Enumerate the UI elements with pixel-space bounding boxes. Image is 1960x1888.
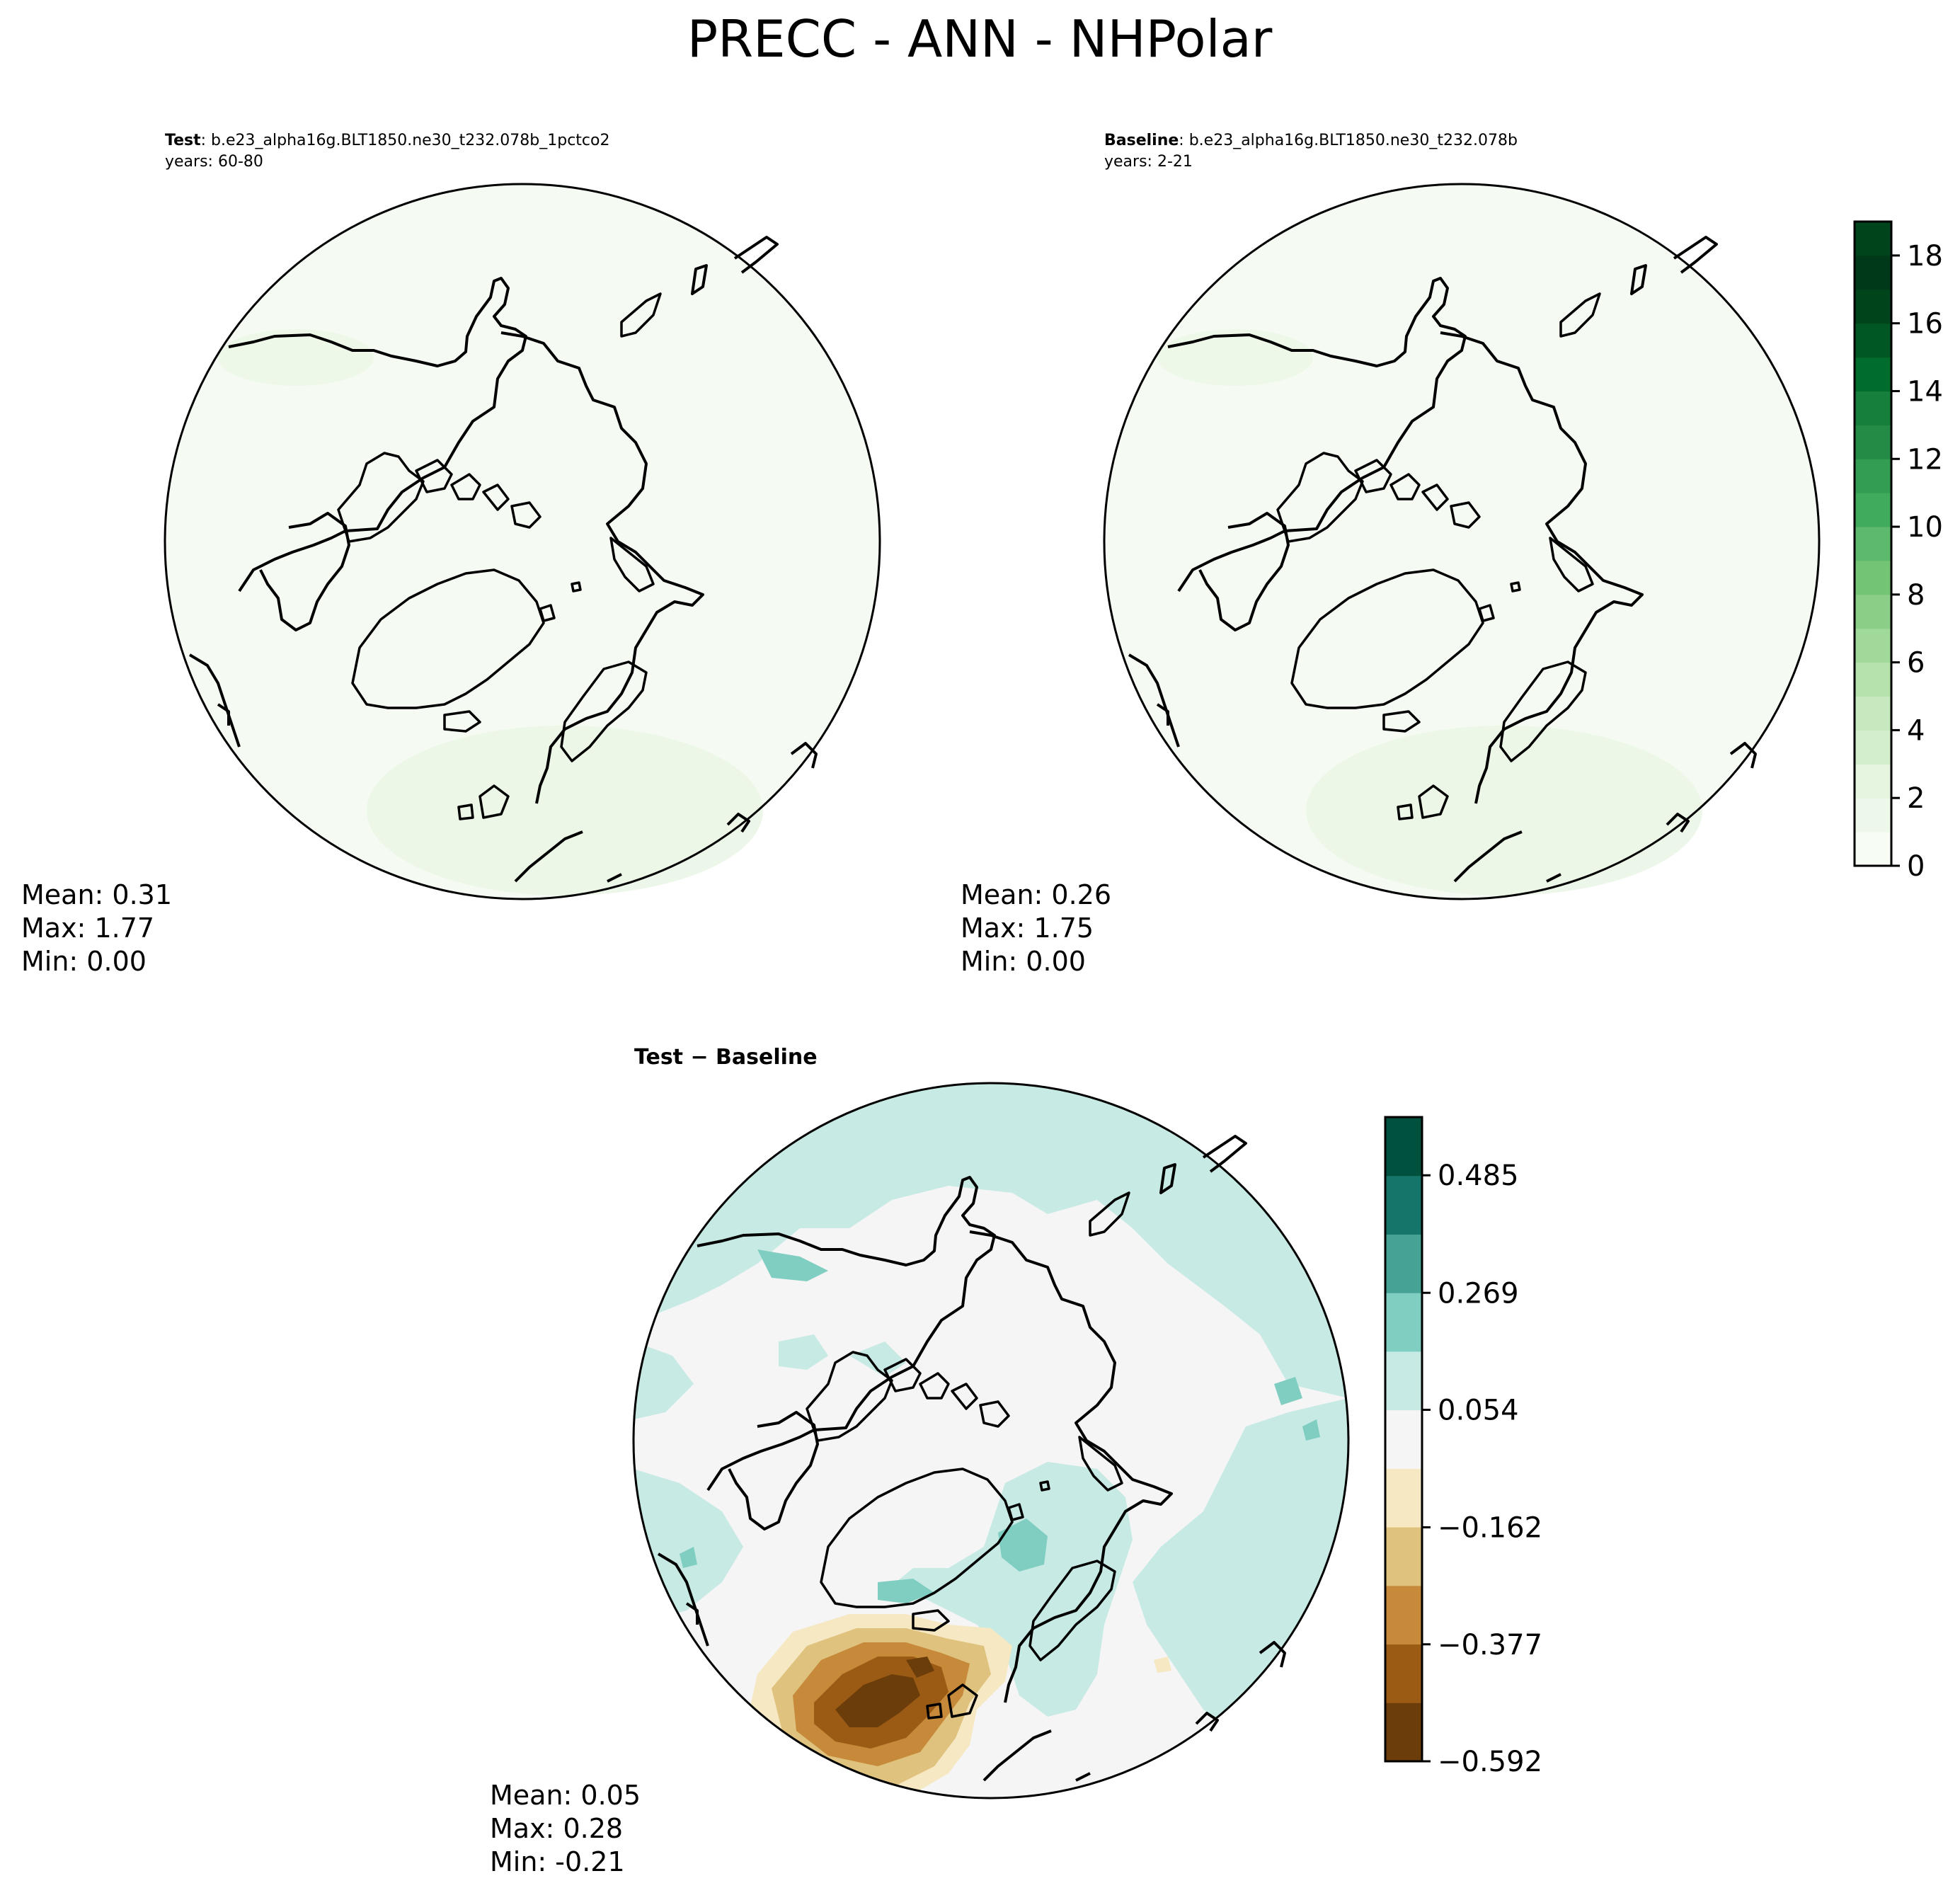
stats-baseline-min: Min: 0.00 — [961, 946, 1086, 977]
cbar-greens-tick-label: 18 — [1907, 240, 1943, 273]
panel-baseline-label: Baseline: b.e23_alpha16g.BLT1850.ne30_t2… — [1104, 132, 1518, 149]
map-diff-boundary — [632, 1082, 1350, 1800]
cbar-greens-segment — [1855, 696, 1891, 731]
map-baseline — [1103, 183, 1821, 900]
stats-diff: Mean: 0.05 Max: 0.28 Min: -0.21 — [490, 1780, 641, 1877]
cbar-greens-segment — [1855, 222, 1891, 256]
panel-baseline-label-bold: Baseline — [1104, 132, 1179, 149]
cbar-brbg-segment — [1385, 1585, 1422, 1645]
cbar-greens-tick-label: 12 — [1907, 443, 1943, 476]
cbar-brbg-segment — [1385, 1293, 1422, 1352]
cbar-brbg-segment — [1385, 1468, 1422, 1528]
cbar-greens-segment — [1855, 425, 1891, 459]
panel-baseline-label-rest: : b.e23_alpha16g.BLT1850.ne30_t232.078b — [1179, 132, 1518, 149]
panel-test-label-rest: : b.e23_alpha16g.BLT1850.ne30_t232.078b_… — [201, 132, 610, 149]
cbar-brbg-segment — [1385, 1351, 1422, 1411]
panel-baseline-years: years: 2-21 — [1104, 153, 1193, 171]
stats-diff-min: Min: -0.21 — [490, 1846, 625, 1877]
colorbar-brbg: 0.485 0.269 0.054 −0.162 −0.377 −0.592 — [1384, 1116, 1542, 1778]
cbar-greens-segment — [1855, 764, 1891, 799]
cbar-greens-tick-label: 16 — [1907, 308, 1943, 341]
cbar-greens-segment — [1855, 832, 1891, 866]
cbar-greens-tick-label: 14 — [1907, 375, 1943, 408]
stats-baseline: Mean: 0.26 Max: 1.75 Min: 0.00 — [961, 879, 1111, 977]
cbar-greens-segment — [1855, 560, 1891, 595]
stats-test: Mean: 0.31 Max: 1.77 Min: 0.00 — [21, 879, 172, 977]
cbar-greens-segment — [1855, 662, 1891, 697]
cbar-greens-tick-label: 6 — [1907, 647, 1925, 680]
cbar-greens-tick-label: 8 — [1907, 579, 1925, 612]
panel-baseline: Baseline: b.e23_alpha16g.BLT1850.ne30_t2… — [961, 132, 1821, 977]
cbar-brbg-tick-label: −0.592 — [1438, 1746, 1542, 1778]
cbar-brbg-tick-label: 0.054 — [1438, 1394, 1519, 1426]
cbar-brbg-segment — [1385, 1644, 1422, 1703]
figure-title: PRECC - ANN - NHPolar — [687, 9, 1273, 69]
cbar-brbg-segment — [1385, 1409, 1422, 1469]
panel-test-label-bold: Test — [165, 132, 201, 149]
cbar-greens-segment — [1855, 798, 1891, 833]
map-test — [164, 183, 881, 900]
cbar-greens-segment — [1855, 628, 1891, 663]
cbar-brbg-segment — [1385, 1175, 1422, 1235]
colorbar-greens: 0 2 4 6 8 10 12 14 16 18 — [1853, 220, 1943, 883]
cbar-greens-tick-label: 2 — [1907, 782, 1925, 815]
stats-diff-max: Max: 0.28 — [490, 1813, 623, 1844]
cbar-greens-segment — [1855, 459, 1891, 493]
cbar-greens-frame — [1853, 220, 1893, 867]
cbar-brbg-segment — [1385, 1234, 1422, 1293]
panel-test-years: years: 60-80 — [165, 153, 263, 171]
panel-test: Test: b.e23_alpha16g.BLT1850.ne30_t232.0… — [21, 132, 881, 977]
cbar-greens-segment — [1855, 527, 1891, 561]
stats-baseline-max: Max: 1.75 — [961, 912, 1094, 944]
panel-diff: Test − Baseline — [490, 1045, 1350, 1877]
map-baseline-boundary — [1103, 183, 1821, 900]
cbar-brbg-tick-label: 0.269 — [1438, 1277, 1519, 1310]
stats-test-min: Min: 0.00 — [21, 946, 147, 977]
stats-diff-mean: Mean: 0.05 — [490, 1780, 641, 1811]
cbar-greens-tick-label: 0 — [1907, 850, 1925, 883]
cbar-greens-segment — [1855, 255, 1891, 290]
cbar-brbg-segment — [1385, 1703, 1422, 1762]
cbar-greens-segment — [1855, 594, 1891, 629]
cbar-brbg-segment — [1385, 1527, 1422, 1586]
cbar-brbg-tick-label: −0.377 — [1438, 1629, 1542, 1661]
cbar-greens-segment — [1855, 493, 1891, 527]
map-test-boundary — [164, 183, 881, 900]
stats-test-max: Max: 1.77 — [21, 912, 154, 944]
cbar-greens-segment — [1855, 391, 1891, 425]
cbar-brbg-segment — [1385, 1117, 1422, 1177]
cbar-greens-tick-label: 10 — [1907, 511, 1943, 544]
panel-test-label: Test: b.e23_alpha16g.BLT1850.ne30_t232.0… — [165, 132, 609, 149]
cbar-brbg-tick-label: 0.485 — [1438, 1160, 1519, 1192]
stats-test-mean: Mean: 0.31 — [21, 879, 172, 910]
cbar-brbg-tick-label: −0.162 — [1438, 1512, 1542, 1545]
cbar-greens-segment — [1855, 323, 1891, 358]
panel-diff-label: Test − Baseline — [634, 1045, 818, 1070]
cbar-greens-segment — [1855, 289, 1891, 324]
cbar-greens-segment — [1855, 357, 1891, 391]
cbar-brbg-frame — [1384, 1116, 1423, 1763]
stats-baseline-mean: Mean: 0.26 — [961, 879, 1111, 910]
cbar-greens-segment — [1855, 730, 1891, 765]
map-diff — [632, 1082, 1350, 1800]
cbar-greens-tick-label: 4 — [1907, 714, 1925, 747]
